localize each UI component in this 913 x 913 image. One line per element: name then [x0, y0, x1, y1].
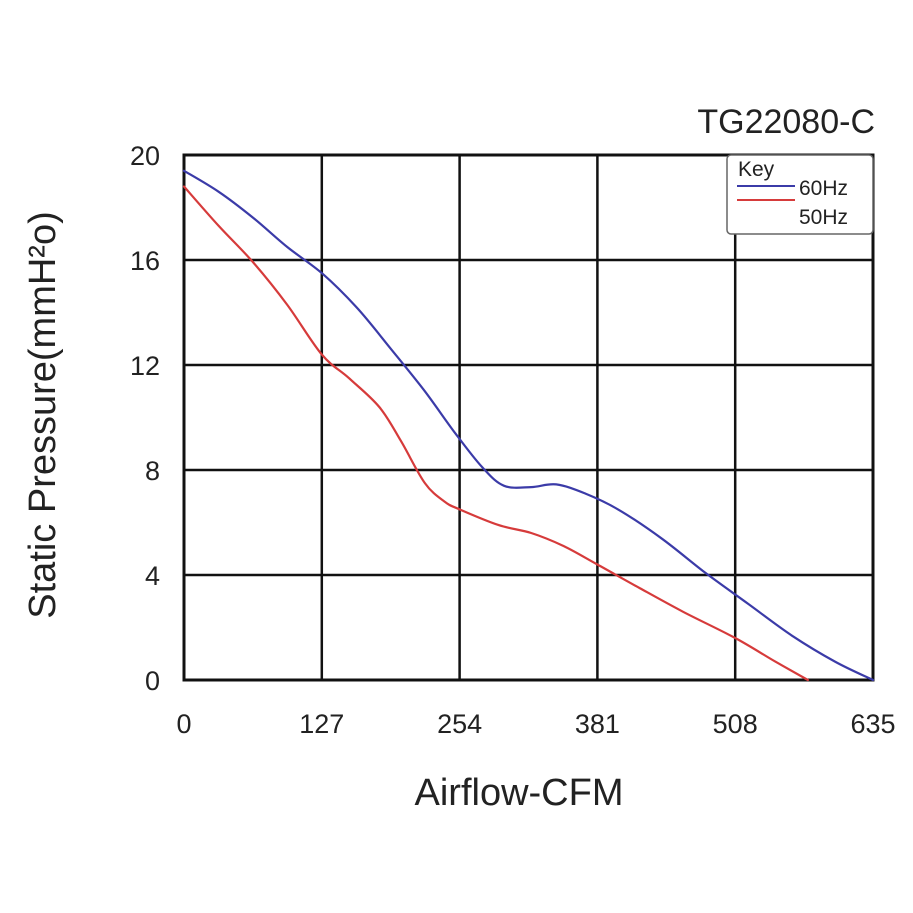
- legend: Key 60Hz 50Hz: [726, 154, 874, 235]
- chart-title: TG22080-C: [697, 103, 875, 141]
- series-line-60hz: [182, 169, 875, 682]
- plot-border: [182, 153, 875, 682]
- y-tick-label-3: 12: [130, 351, 160, 381]
- legend-box: [726, 154, 874, 235]
- series-line-50hz: [182, 185, 809, 682]
- series-lines: [182, 169, 875, 682]
- y-tick-label-0: 0: [145, 666, 160, 696]
- x-tick-label-4: 508: [713, 709, 758, 739]
- x-axis-tick-labels: 0 127 254 381 508 635: [176, 709, 895, 739]
- x-tick-label-5: 635: [850, 709, 895, 739]
- x-tick-label-1: 127: [299, 709, 344, 739]
- legend-title: Key: [738, 158, 775, 181]
- y-tick-label-1: 4: [145, 561, 160, 591]
- y-tick-label-4: 16: [130, 246, 160, 276]
- y-axis-tick-labels: 0 4 8 12 16 20: [130, 141, 160, 696]
- legend-label-50hz: 50Hz: [799, 206, 848, 229]
- y-axis-label: Static Pressure(mmH²o): [22, 211, 64, 619]
- x-tick-label-2: 254: [437, 709, 482, 739]
- x-axis-label: Airflow-CFM: [415, 772, 624, 814]
- x-tick-label-0: 0: [176, 709, 191, 739]
- legend-label-60hz: 60Hz: [799, 177, 848, 200]
- x-tick-label-3: 381: [575, 709, 620, 739]
- y-tick-label-2: 8: [145, 456, 160, 486]
- y-tick-label-5: 20: [130, 141, 160, 171]
- plot-frame: [182, 153, 875, 682]
